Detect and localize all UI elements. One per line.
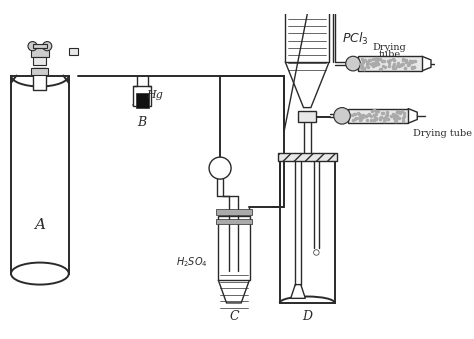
Bar — [31, 68, 48, 75]
Bar — [284, 0, 330, 2]
Text: $PCl_3$: $PCl_3$ — [342, 31, 369, 47]
Text: B: B — [137, 116, 146, 129]
Bar — [33, 44, 47, 48]
Bar — [358, 56, 422, 71]
Text: tube: tube — [379, 50, 401, 59]
Bar — [11, 76, 69, 274]
Bar — [285, 2, 329, 62]
Circle shape — [28, 42, 37, 51]
Polygon shape — [408, 108, 417, 123]
Text: A: A — [35, 218, 46, 232]
Circle shape — [334, 107, 350, 124]
Bar — [33, 68, 46, 90]
Bar — [69, 48, 78, 55]
Circle shape — [346, 56, 360, 71]
Polygon shape — [422, 56, 431, 71]
Circle shape — [314, 250, 319, 255]
Bar — [348, 108, 408, 123]
Bar — [34, 57, 46, 64]
Ellipse shape — [11, 263, 69, 284]
Text: Hg: Hg — [146, 90, 164, 100]
Bar — [218, 216, 250, 280]
Text: Drying tube: Drying tube — [413, 129, 472, 138]
Text: C: C — [229, 310, 238, 323]
Bar — [217, 219, 252, 224]
Polygon shape — [285, 62, 329, 107]
Bar — [136, 93, 148, 107]
Circle shape — [209, 157, 231, 179]
Text: $H_2SO_4$: $H_2SO_4$ — [176, 255, 208, 268]
Polygon shape — [291, 284, 305, 298]
Text: Drying: Drying — [373, 43, 407, 52]
Polygon shape — [218, 280, 249, 303]
Bar — [278, 154, 337, 161]
Bar — [133, 85, 151, 106]
Bar — [298, 111, 316, 122]
Text: D: D — [302, 310, 312, 323]
Bar — [217, 210, 252, 215]
Bar — [280, 161, 335, 303]
Bar — [31, 48, 49, 57]
Circle shape — [43, 42, 52, 51]
